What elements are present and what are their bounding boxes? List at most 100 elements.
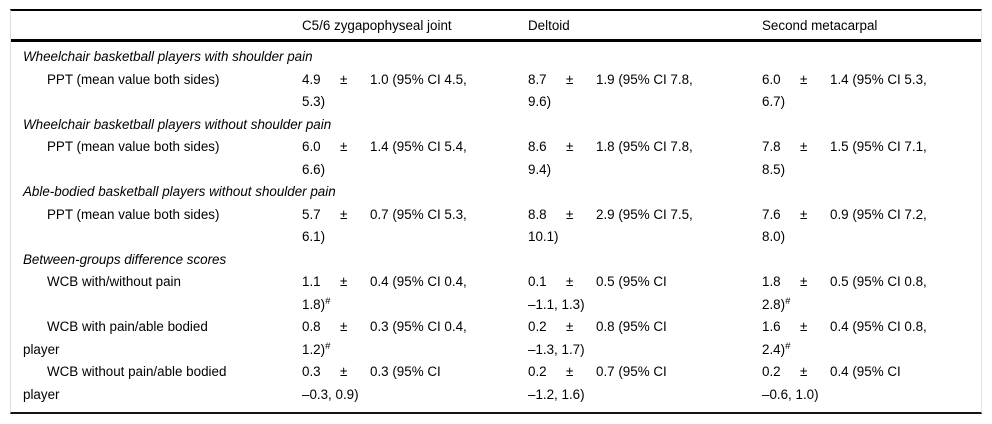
data-cell: 1.6 ±0.4 (95% CI 0.8, 2.4)#: [762, 316, 981, 361]
mean-value: 0.1: [528, 274, 547, 289]
section-heading-wcb-with-pain: Wheelchair basketball players with shoul…: [23, 49, 313, 64]
ci-text-continued: 8.0): [762, 229, 786, 244]
ci-text-continued: 2.4): [762, 341, 786, 357]
ci-text: 0.4 (95% CI: [830, 364, 901, 379]
plus-minus-symbol: ±: [566, 364, 574, 379]
ci-text-continued: –1.1, 1.3): [528, 296, 585, 312]
data-cell: 8.7 ±1.9 (95% CI 7.8, 9.6): [528, 69, 762, 114]
row-label: WCB with pain/able bodied player: [23, 319, 208, 357]
mean-value: 0.3: [302, 364, 321, 379]
ci-text: 0.3 (95% CI: [370, 364, 441, 379]
plus-minus-symbol: ±: [566, 319, 574, 334]
significance-marker: #: [785, 340, 791, 352]
data-cell: 0.2 ±0.7 (95% CI –1.2, 1.6): [528, 361, 762, 406]
row-label: WCB with/without pain: [47, 274, 181, 289]
table-header-row: C5/6 zygapophyseal joint Deltoid Second …: [11, 11, 981, 42]
data-cell: 5.7 ±0.7 (95% CI 5.3, 6.1): [302, 204, 528, 249]
data-cell: 1.8 ±0.5 (95% CI 0.8, 2.8)#: [762, 271, 981, 316]
plus-minus-symbol: ±: [800, 274, 808, 289]
mean-value: 8.6: [528, 139, 547, 154]
mean-value: 7.6: [762, 206, 781, 222]
row-label: PPT (mean value both sides): [47, 139, 220, 154]
mean-value: 1.6: [762, 319, 781, 334]
ci-text-continued: 2.8): [762, 296, 786, 312]
table-row: WCB with pain/able bodied player 0.8 ±0.3…: [11, 316, 981, 361]
ci-text-continued: 6.7): [762, 94, 786, 109]
ci-text-continued: –1.3, 1.7): [528, 341, 585, 357]
ci-text: 0.5 (95% CI: [596, 274, 667, 289]
table-body: Wheelchair basketball players with shoul…: [11, 42, 981, 412]
ci-text-continued: –0.6, 1.0): [762, 386, 819, 402]
ci-text: 1.4 (95% CI 5.3,: [830, 71, 927, 87]
mean-value: 4.9: [302, 71, 321, 87]
plus-minus-symbol: ±: [340, 274, 348, 289]
ci-text: 0.9 (95% CI 7.2,: [830, 206, 927, 222]
ci-text: 1.8 (95% CI 7.8,: [596, 139, 693, 154]
ci-text: 0.5 (95% CI 0.8,: [830, 274, 927, 289]
ci-text: 0.4 (95% CI 0.8,: [830, 319, 927, 334]
mean-value: 0.2: [528, 364, 547, 379]
ci-text-continued: 6.1): [302, 229, 326, 244]
ci-text-continued: 1.2): [302, 341, 326, 357]
ci-text-continued: –0.3, 0.9): [302, 386, 359, 402]
ci-text: 0.8 (95% CI: [596, 319, 667, 334]
data-cell: 7.6 ±0.9 (95% CI 7.2, 8.0): [762, 204, 981, 249]
mean-value: 0.2: [762, 364, 781, 379]
plus-minus-symbol: ±: [340, 71, 348, 87]
section-heading-between-groups: Between-groups difference scores: [23, 251, 227, 267]
row-label: PPT (mean value both sides): [47, 206, 220, 222]
significance-marker: #: [325, 295, 331, 307]
ci-text: 1.9 (95% CI 7.8,: [596, 71, 693, 87]
plus-minus-symbol: ±: [340, 139, 348, 154]
ci-text-continued: 5.3): [302, 94, 326, 109]
table-row: PPT (mean value both sides) 4.9 ±1.0 (95%…: [11, 69, 981, 114]
section-heading-wcb-without-pain: Wheelchair basketball players without sh…: [23, 116, 332, 132]
plus-minus-symbol: ±: [566, 139, 574, 154]
plus-minus-symbol: ±: [800, 364, 808, 379]
data-cell: 8.6 ±1.8 (95% CI 7.8, 9.4): [528, 136, 762, 181]
ci-text: 1.4 (95% CI 5.4,: [370, 139, 467, 154]
ci-text-continued: 10.1): [528, 229, 559, 244]
data-cell: 1.1 ±0.4 (95% CI 0.4, 1.8)#: [302, 271, 528, 316]
row-label: PPT (mean value both sides): [47, 71, 220, 87]
ci-text: 1.5 (95% CI 7.1,: [830, 139, 927, 154]
plus-minus-symbol: ±: [800, 139, 808, 154]
data-cell: 0.2 ±0.4 (95% CI –0.6, 1.0): [762, 361, 981, 406]
ci-text-continued: –1.2, 1.6): [528, 386, 585, 402]
ci-text-continued: 9.4): [528, 161, 552, 177]
mean-value: 7.8: [762, 139, 781, 154]
data-cell: 4.9 ±1.0 (95% CI 4.5, 5.3): [302, 69, 528, 114]
plus-minus-symbol: ±: [800, 206, 808, 222]
significance-marker: #: [785, 295, 791, 307]
data-cell: 0.8 ±0.3 (95% CI 0.4, 1.2)#: [302, 316, 528, 361]
mean-value: 0.2: [528, 319, 547, 334]
table-row: WCB without pain/able bodied player 0.3 ±…: [11, 361, 981, 406]
plus-minus-symbol: ±: [566, 206, 574, 222]
plus-minus-symbol: ±: [340, 364, 348, 379]
mean-value: 8.8: [528, 206, 547, 222]
row-label: WCB without pain/able bodied player: [23, 364, 227, 402]
plus-minus-symbol: ±: [340, 319, 348, 334]
plus-minus-symbol: ±: [800, 71, 808, 87]
data-cell: 0.1 ±0.5 (95% CI –1.1, 1.3): [528, 271, 762, 316]
data-cell: 0.2 ±0.8 (95% CI –1.3, 1.7): [528, 316, 762, 361]
data-cell: 7.8 ±1.5 (95% CI 7.1, 8.5): [762, 136, 981, 181]
plus-minus-symbol: ±: [800, 319, 808, 334]
ci-text-continued: 8.5): [762, 161, 786, 177]
ci-text: 0.7 (95% CI: [596, 364, 667, 379]
table-row: PPT (mean value both sides) 6.0 ±1.4 (95%…: [11, 136, 981, 181]
mean-value: 0.8: [302, 319, 321, 334]
column-header-deltoid: Deltoid: [528, 18, 570, 33]
mean-value: 8.7: [528, 71, 547, 87]
ci-text: 0.4 (95% CI 0.4,: [370, 274, 467, 289]
mean-value: 6.0: [762, 71, 781, 87]
significance-marker: #: [325, 340, 331, 352]
mean-value: 1.1: [302, 274, 321, 289]
ci-text: 0.3 (95% CI 0.4,: [370, 319, 467, 334]
ci-text: 2.9 (95% CI 7.5,: [596, 206, 693, 222]
ci-text-continued: 1.8): [302, 296, 326, 312]
table-row: WCB with/without pain 1.1 ±0.4 (95% CI 0.…: [11, 271, 981, 316]
column-header-c56-zygapophyseal-joint: C5/6 zygapophyseal joint: [302, 18, 452, 33]
ci-text: 1.0 (95% CI 4.5,: [370, 71, 467, 87]
plus-minus-symbol: ±: [566, 274, 574, 289]
